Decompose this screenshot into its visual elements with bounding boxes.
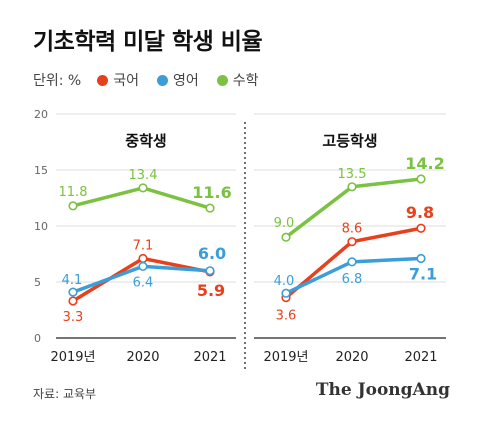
y-tick-label: 15 (34, 164, 48, 177)
legend: 단위: % 국어 영어 수학 (33, 70, 277, 90)
data-label-high: 3.6 (276, 309, 297, 324)
x-tick-label: 2021 (404, 350, 437, 365)
legend-dot-english (157, 74, 168, 86)
data-label-high: 6.8 (342, 272, 363, 287)
data-label-high: 4.0 (274, 274, 295, 289)
data-point-high (281, 232, 291, 242)
data-point-high (281, 288, 291, 298)
data-point-middle (68, 287, 78, 297)
data-label-middle: 6.4 (133, 275, 154, 290)
data-point-middle (68, 201, 78, 211)
data-label-high: 7.1 (409, 264, 437, 283)
y-tick-label: 5 (34, 276, 41, 289)
source-note: 자료: 교육부 (33, 387, 97, 401)
data-point-high (347, 182, 357, 192)
x-tick-label: 2021 (193, 350, 226, 365)
panel-title-high: 고등학생 (322, 132, 377, 150)
legend-label-math: 수학 (232, 73, 259, 89)
unit-label: 단위: % (33, 73, 82, 89)
data-label-middle: 11.6 (192, 183, 231, 202)
data-label-high: 14.2 (405, 154, 444, 173)
x-tick-label: 2020 (335, 350, 368, 365)
legend-dot-math (216, 74, 228, 86)
data-label-high: 8.6 (342, 222, 363, 237)
y-tick-label: 0 (34, 332, 41, 345)
data-label-middle: 4.1 (62, 273, 83, 288)
data-label-high: 13.5 (338, 167, 367, 182)
x-tick-label: 2019년 (263, 350, 308, 365)
y-tick-label: 20 (34, 108, 48, 121)
data-label-middle: 5.9 (197, 281, 225, 300)
legend-item-korean: 국어 (97, 70, 139, 90)
data-point-high (416, 174, 426, 184)
legend-item-math: 수학 (216, 70, 259, 90)
legend-label-english: 영어 (173, 73, 199, 89)
data-label-middle: 3.3 (63, 310, 84, 325)
data-label-high: 9.8 (406, 203, 434, 222)
brand-logo: The JoongAng (315, 380, 450, 400)
data-label-middle: 11.8 (59, 185, 88, 200)
panel-title-middle: 중학생 (125, 132, 166, 150)
data-label-middle: 7.1 (133, 238, 154, 253)
legend-label-korean: 국어 (113, 73, 139, 89)
chart-title: 기초학력 미달 학생 비율 (33, 29, 263, 55)
data-label-high: 9.0 (274, 216, 295, 231)
data-point-middle (138, 183, 148, 193)
x-tick-label: 2019년 (50, 350, 95, 365)
data-point-middle (138, 261, 148, 271)
data-label-middle: 13.4 (129, 168, 158, 183)
data-point-high (416, 223, 426, 233)
y-tick-label: 10 (34, 220, 48, 233)
data-point-middle (205, 266, 215, 276)
data-point-high (347, 257, 357, 267)
data-point-middle (138, 253, 148, 264)
x-tick-label: 2020 (126, 350, 159, 365)
legend-dot-korean (97, 74, 109, 86)
data-point-middle (205, 203, 215, 213)
data-label-middle: 6.0 (198, 244, 226, 263)
legend-item-english: 영어 (157, 70, 199, 90)
data-point-middle (68, 296, 78, 306)
data-point-high (347, 237, 357, 247)
data-point-high (416, 253, 426, 264)
